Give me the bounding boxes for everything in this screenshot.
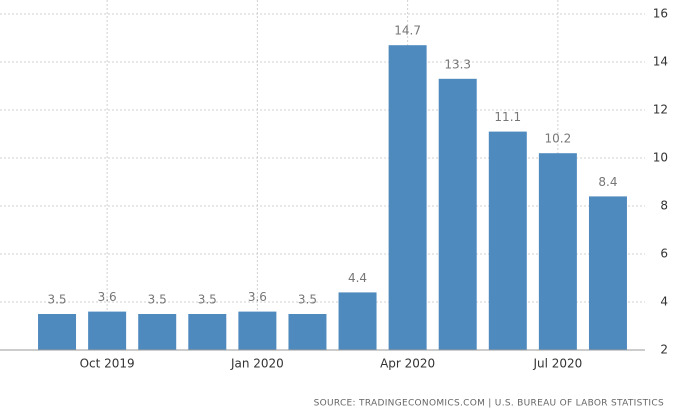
value-label: 10.2 <box>545 132 572 146</box>
value-label: 3.5 <box>148 293 167 307</box>
bar <box>188 314 227 350</box>
bar <box>138 314 177 350</box>
y-tick-label: 16 <box>653 7 668 21</box>
value-label: 8.4 <box>598 175 617 189</box>
value-label: 3.5 <box>198 293 217 307</box>
x-tick-label: Apr 2020 <box>380 357 435 371</box>
bar <box>288 314 327 350</box>
bar <box>438 78 477 351</box>
value-label: 4.4 <box>348 271 367 285</box>
y-tick-label: 12 <box>653 103 668 117</box>
x-tick-label: Jul 2020 <box>532 357 582 371</box>
y-tick-label: 4 <box>660 295 668 309</box>
y-tick-label: 8 <box>660 199 668 213</box>
bar <box>388 45 427 350</box>
y-tick-label: 10 <box>653 151 668 165</box>
value-label: 14.7 <box>394 24 421 38</box>
bar <box>338 292 377 350</box>
bar <box>488 131 527 350</box>
y-tick-label: 2 <box>660 343 668 357</box>
value-label: 3.5 <box>298 293 317 307</box>
source-note: SOURCE: TRADINGECONOMICS.COM | U.S. BURE… <box>314 399 664 409</box>
bar <box>238 311 277 350</box>
value-label: 11.1 <box>494 110 521 124</box>
bar <box>88 311 127 350</box>
bar <box>38 314 77 350</box>
value-label: 13.3 <box>444 57 471 71</box>
value-label: 3.5 <box>47 293 66 307</box>
x-tick-label: Oct 2019 <box>80 357 135 371</box>
value-label: 3.6 <box>248 290 267 304</box>
y-tick-label: 6 <box>660 247 668 261</box>
y-tick-label: 14 <box>653 55 668 69</box>
bar <box>588 196 627 350</box>
value-label: 3.6 <box>98 290 117 304</box>
bar <box>538 153 577 350</box>
x-tick-label: Jan 2020 <box>230 357 284 371</box>
